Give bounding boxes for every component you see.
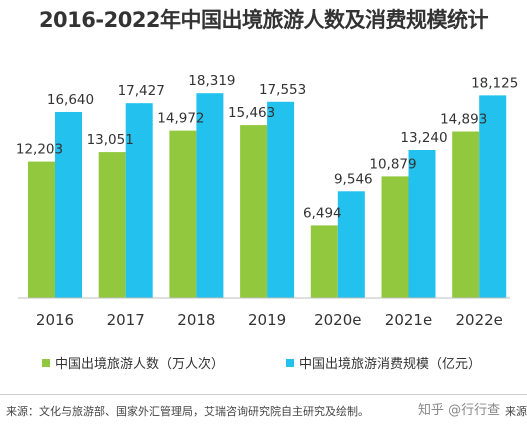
bar-spending-2021e — [408, 149, 436, 298]
bar-spending-2018 — [196, 93, 224, 298]
bar-visitors-2021e — [381, 176, 409, 298]
legend-item-spending: 中国出境旅游消费规模（亿元） — [286, 353, 481, 372]
value-label-visitors-2017: 13,051 — [87, 132, 134, 148]
value-label-spending-2021e: 13,240 — [400, 130, 447, 146]
x-tick-label-2021e: 2021e — [385, 311, 432, 329]
x-tick-label-2016: 2016 — [36, 311, 74, 329]
legend-swatch-visitors — [42, 358, 50, 367]
value-label-spending-2022e: 18,125 — [471, 75, 518, 91]
x-tick-label-2018: 2018 — [177, 311, 215, 329]
value-label-spending-2019: 17,553 — [259, 82, 306, 98]
source-note: 来源：文化与旅游部、国家外汇管理局，艾瑞咨询研究院自主研究及绘制。 — [6, 405, 369, 418]
bar-spending-2019 — [267, 101, 295, 298]
value-label-visitors-2022e: 14,893 — [440, 112, 487, 128]
legend-label-spending: 中国出境旅游消费规模（亿元） — [299, 357, 482, 372]
value-label-visitors-2020e: 6,494 — [303, 205, 342, 221]
value-label-spending-2018: 18,319 — [188, 73, 235, 89]
legend-swatch-spending — [286, 358, 294, 367]
value-labels-layer: 12,203 16,640 13,051 17,427 14,972 18,319 15,4… — [16, 73, 518, 221]
legend-label-visitors: 中国出境旅游人数（万人次） — [55, 357, 225, 372]
bar-visitors-2020e — [310, 225, 338, 298]
watermark: 知乎 @行行查 — [418, 403, 501, 418]
value-label-visitors-2019: 15,463 — [228, 105, 275, 121]
x-tick-label-2017: 2017 — [107, 311, 145, 329]
value-label-spending-2016: 16,640 — [47, 92, 94, 108]
value-label-visitors-2021e: 10,879 — [369, 156, 416, 172]
value-label-spending-2017: 17,427 — [118, 83, 165, 99]
bar-visitors-2018 — [169, 130, 197, 298]
bar-spending-2022e — [479, 95, 507, 298]
bar-spending-2020e — [337, 191, 365, 298]
chart-title: 2016-2022年中国出境旅游人数及消费规模统计 — [38, 8, 489, 32]
value-label-spending-2020e: 9,546 — [334, 171, 373, 187]
legend-item-visitors: 中国出境旅游人数（万人次） — [42, 353, 224, 372]
source-note-cropped: 来源： — [505, 405, 527, 418]
footer-divider — [0, 394, 527, 395]
bars-layer — [28, 93, 507, 299]
x-tick-label-2022e: 2022e — [455, 311, 502, 329]
bar-visitors-2016 — [28, 161, 55, 298]
bar-visitors-2017 — [98, 152, 126, 298]
x-tick-label-2019: 2019 — [248, 311, 286, 329]
value-label-visitors-2018: 14,972 — [157, 111, 204, 127]
legend: 中国出境旅游人数（万人次） 中国出境旅游消费规模（亿元） — [0, 353, 527, 373]
x-tick-label-2020e: 2020e — [314, 311, 361, 329]
bar-spending-2017 — [125, 103, 153, 298]
bar-spending-2016 — [55, 111, 82, 299]
value-label-visitors-2016: 12,203 — [16, 142, 63, 158]
bar-visitors-2022e — [452, 131, 480, 298]
x-tick-labels-layer: 2016 2017 2018 2019 2020e 2021e 2022e — [36, 311, 503, 329]
bar-visitors-2019 — [240, 125, 268, 298]
